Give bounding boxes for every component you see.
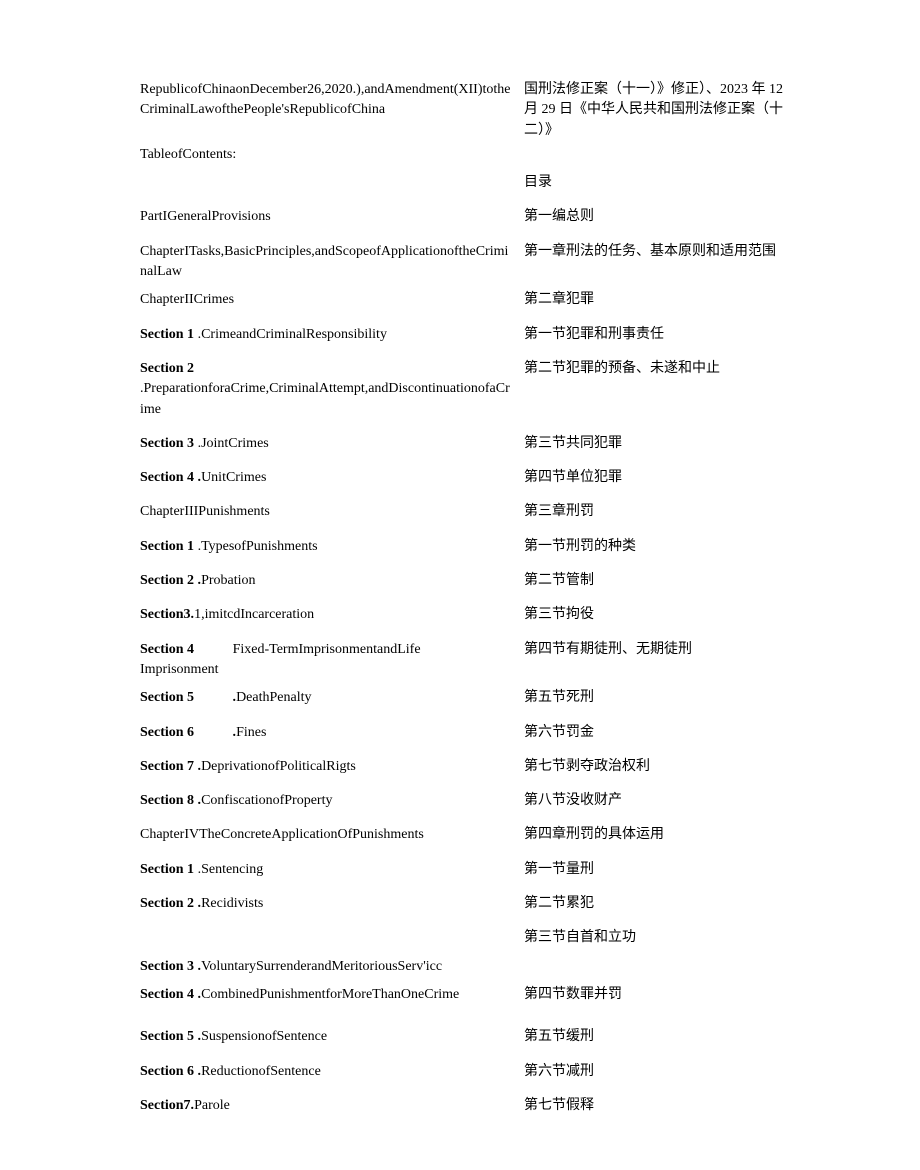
toc-left-english: Section 8 .ConfiscationofProperty (140, 791, 520, 811)
toc-row: Section 5 .SuspensionofSentence第五节缓刑 (140, 1027, 880, 1047)
toc-left-english: ChapterITasks,BasicPrinciples,andScopeof… (140, 242, 520, 283)
toc-left-english: Section 4 Fixed-TermImprisonmentandLife … (140, 640, 520, 681)
toc-row: ChapterIICrimes第二章犯罪 (140, 290, 880, 310)
toc-left-english: Section 3 .VoluntarySurrenderandMeritori… (140, 957, 520, 977)
toc-right-chinese: 第七节剥夺政治权利 (520, 757, 800, 777)
toc-row: Section 4 .CombinedPunishmentforMoreThan… (140, 985, 880, 1005)
toc-right-chinese: 国刑法修正案（十一）》修正）、2023 年 12 月 29 日《中华人民共和国刑… (520, 80, 800, 141)
toc-left-english: Section7.Parole (140, 1096, 520, 1116)
toc-right-chinese: 第一章刑法的任务、基本原则和适用范围 (520, 242, 800, 262)
toc-row: Section 1 .CrimeandCriminalResponsibilit… (140, 325, 880, 345)
toc-row: Section 2 .Probation第二节管制 (140, 571, 880, 591)
toc-left-english: Section 1 .CrimeandCriminalResponsibilit… (140, 325, 520, 345)
toc-right-chinese: 第四节数罪并罚 (520, 985, 800, 1005)
toc-row: Section7.Parole第七节假释 (140, 1096, 880, 1116)
toc-row: Section 2 .PreparationforaCrime,Criminal… (140, 359, 880, 420)
toc-right-chinese: 第四章刑罚的具体运用 (520, 825, 800, 845)
toc-right-chinese: 第二章犯罪 (520, 290, 800, 310)
toc-row: 第三节自首和立功 (140, 928, 880, 948)
toc-row: Section 5 .DeathPenalty第五节死刑 (140, 688, 880, 708)
toc-left-english: Section 6 .Fines (140, 723, 520, 743)
toc-right-chinese: 第四节单位犯罪 (520, 468, 800, 488)
toc-right-chinese: 第一节犯罪和刑事责任 (520, 325, 800, 345)
document-body: RepublicofChinaonDecember26,2020.),andAm… (140, 80, 880, 1116)
toc-right-chinese: 第六节罚金 (520, 723, 800, 743)
toc-left-english: RepublicofChinaonDecember26,2020.),andAm… (140, 80, 520, 121)
toc-left-english: Section 5 .DeathPenalty (140, 688, 520, 708)
toc-row: Section 2 .Recidivists第二节累犯 (140, 894, 880, 914)
toc-left-english: PartIGeneralProvisions (140, 207, 520, 227)
toc-right-chinese: 第三节拘役 (520, 605, 800, 625)
toc-row: Section 7 .DeprivationofPoliticalRigts第七… (140, 757, 880, 777)
toc-left-english: Section 2 .PreparationforaCrime,Criminal… (140, 359, 520, 420)
toc-row: Section 3 .VoluntarySurrenderandMeritori… (140, 957, 880, 977)
toc-row: Section 4 .UnitCrimes第四节单位犯罪 (140, 468, 880, 488)
toc-right-chinese: 第二节犯罪的预备、未遂和中止 (520, 359, 800, 379)
toc-row: Section3.1,imitcdIncarceration第三节拘役 (140, 605, 880, 625)
toc-row: Section 6 .Fines第六节罚金 (140, 723, 880, 743)
toc-row: ChapterITasks,BasicPrinciples,andScopeof… (140, 242, 880, 283)
toc-row: Section 3 .JointCrimes第三节共同犯罪 (140, 434, 880, 454)
toc-left-english: ChapterIVTheConcreteApplicationOfPunishm… (140, 825, 520, 845)
toc-row: Section 1 .Sentencing第一节量刑 (140, 860, 880, 880)
toc-left-english: Section 4 .UnitCrimes (140, 468, 520, 488)
toc-right-chinese: 第八节没收财产 (520, 791, 800, 811)
toc-row: Section 4 Fixed-TermImprisonmentandLife … (140, 640, 880, 681)
toc-row: PartIGeneralProvisions第一编总则 (140, 207, 880, 227)
toc-left-english: Section 4 .CombinedPunishmentforMoreThan… (140, 985, 520, 1005)
toc-row: 目录 (140, 173, 880, 193)
toc-right-chinese: 第七节假释 (520, 1096, 800, 1116)
toc-right-chinese: 第五节死刑 (520, 688, 800, 708)
toc-right-chinese: 第二节管制 (520, 571, 800, 591)
toc-left-english: ChapterIIIPunishments (140, 502, 520, 522)
toc-right-chinese: 目录 (520, 173, 800, 193)
toc-left-english: Section 2 .Probation (140, 571, 520, 591)
toc-right-chinese: 第三节自首和立功 (520, 928, 800, 948)
toc-left-english: Section 2 .Recidivists (140, 894, 520, 914)
toc-left-english: TableofContents: (140, 145, 520, 165)
toc-row: ChapterIIIPunishments第三章刑罚 (140, 502, 880, 522)
toc-right-chinese: 第三章刑罚 (520, 502, 800, 522)
toc-right-chinese: 第一编总则 (520, 207, 800, 227)
toc-left-english: Section 6 .ReductionofSentence (140, 1062, 520, 1082)
toc-right-chinese: 第一节量刑 (520, 860, 800, 880)
toc-row: RepublicofChinaonDecember26,2020.),andAm… (140, 80, 880, 141)
toc-left-english: Section3.1,imitcdIncarceration (140, 605, 520, 625)
toc-left-english: Section 1 .TypesofPunishments (140, 537, 520, 557)
toc-left-english: ChapterIICrimes (140, 290, 520, 310)
toc-left-english: Section 5 .SuspensionofSentence (140, 1027, 520, 1047)
toc-row: Section 6 .ReductionofSentence第六节减刑 (140, 1062, 880, 1082)
toc-right-chinese: 第一节刑罚的种类 (520, 537, 800, 557)
toc-right-chinese: 第六节减刑 (520, 1062, 800, 1082)
toc-row: ChapterIVTheConcreteApplicationOfPunishm… (140, 825, 880, 845)
toc-right-chinese: 第三节共同犯罪 (520, 434, 800, 454)
toc-right-chinese: 第四节有期徒刑、无期徒刑 (520, 640, 800, 660)
toc-right-chinese: 第五节缓刑 (520, 1027, 800, 1047)
toc-row: Section 8 .ConfiscationofProperty第八节没收财产 (140, 791, 880, 811)
toc-row: Section 1 .TypesofPunishments第一节刑罚的种类 (140, 537, 880, 557)
toc-left-english: Section 7 .DeprivationofPoliticalRigts (140, 757, 520, 777)
toc-right-chinese: 第二节累犯 (520, 894, 800, 914)
toc-left-english: Section 3 .JointCrimes (140, 434, 520, 454)
toc-left-english: Section 1 .Sentencing (140, 860, 520, 880)
toc-row: TableofContents: (140, 145, 880, 165)
